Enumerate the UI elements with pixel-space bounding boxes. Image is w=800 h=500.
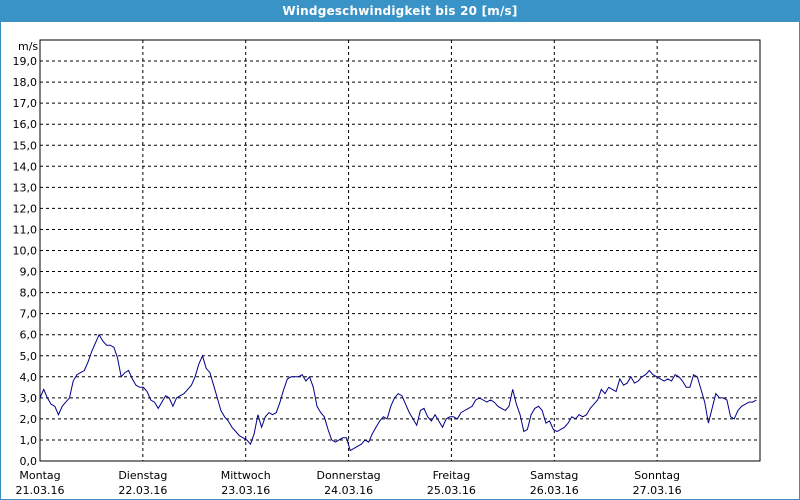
x-tick-day-label: Mittwoch xyxy=(221,469,271,482)
y-tick-label: 8,0 xyxy=(20,287,38,300)
y-tick-label: 19,0 xyxy=(13,55,38,68)
y-tick-label: 16,0 xyxy=(13,118,38,131)
y-tick-label: 9,0 xyxy=(20,266,38,279)
y-tick-label: 15,0 xyxy=(13,139,38,152)
x-tick-date-label: 23.03.16 xyxy=(221,484,270,497)
x-tick-day-label: Montag xyxy=(19,469,60,482)
x-axis-tick-labels: Montag 21.03.16 Dienstag 22.03.16 Mittwoch 23… xyxy=(16,469,682,497)
y-tick-label: 1,0 xyxy=(20,434,38,447)
y-tick-label: 3,0 xyxy=(20,392,38,405)
x-tick-date-label: 24.03.16 xyxy=(324,484,373,497)
y-tick-label: 0,0 xyxy=(20,455,38,468)
y-tick-label: 13,0 xyxy=(13,181,38,194)
x-tick-date-label: 26.03.16 xyxy=(530,484,579,497)
y-axis-unit-label: m/s xyxy=(18,40,38,53)
y-tick-label: 4,0 xyxy=(20,371,38,384)
y-tick-label: 18,0 xyxy=(13,76,38,89)
y-tick-label: 2,0 xyxy=(20,413,38,426)
y-tick-label: 17,0 xyxy=(13,97,38,110)
x-tick-date-label: 21.03.16 xyxy=(16,484,65,497)
wind-speed-line xyxy=(39,333,757,452)
x-tick-date-label: 27.03.16 xyxy=(633,484,682,497)
x-tick-day-label: Sonntag xyxy=(634,469,680,482)
x-tick-day-label: Dienstag xyxy=(118,469,167,482)
y-tick-label: 14,0 xyxy=(13,160,38,173)
y-tick-label: 12,0 xyxy=(13,202,38,215)
y-tick-label: 11,0 xyxy=(13,223,38,236)
x-tick-date-label: 25.03.16 xyxy=(427,484,476,497)
horizontal-gridlines xyxy=(40,60,760,441)
y-axis-tick-labels: 0,0 1,0 2,0 3,0 4,0 5,0 6,0 7,0 8,0 9,0 10,0 11,0 12… xyxy=(13,55,38,468)
y-tick-label: 5,0 xyxy=(20,350,38,363)
y-tick-label: 7,0 xyxy=(20,308,38,321)
x-tick-day-label: Freitag xyxy=(433,469,471,482)
x-tick-date-label: 22.03.16 xyxy=(118,484,167,497)
y-tick-label: 10,0 xyxy=(13,245,38,258)
vertical-gridlines xyxy=(142,40,658,461)
x-tick-day-label: Donnerstag xyxy=(316,469,380,482)
chart-title: Windgeschwindigkeit bis 20 [m/s] xyxy=(0,0,800,22)
y-tick-label: 6,0 xyxy=(20,329,38,342)
x-tick-day-label: Samstag xyxy=(530,469,578,482)
